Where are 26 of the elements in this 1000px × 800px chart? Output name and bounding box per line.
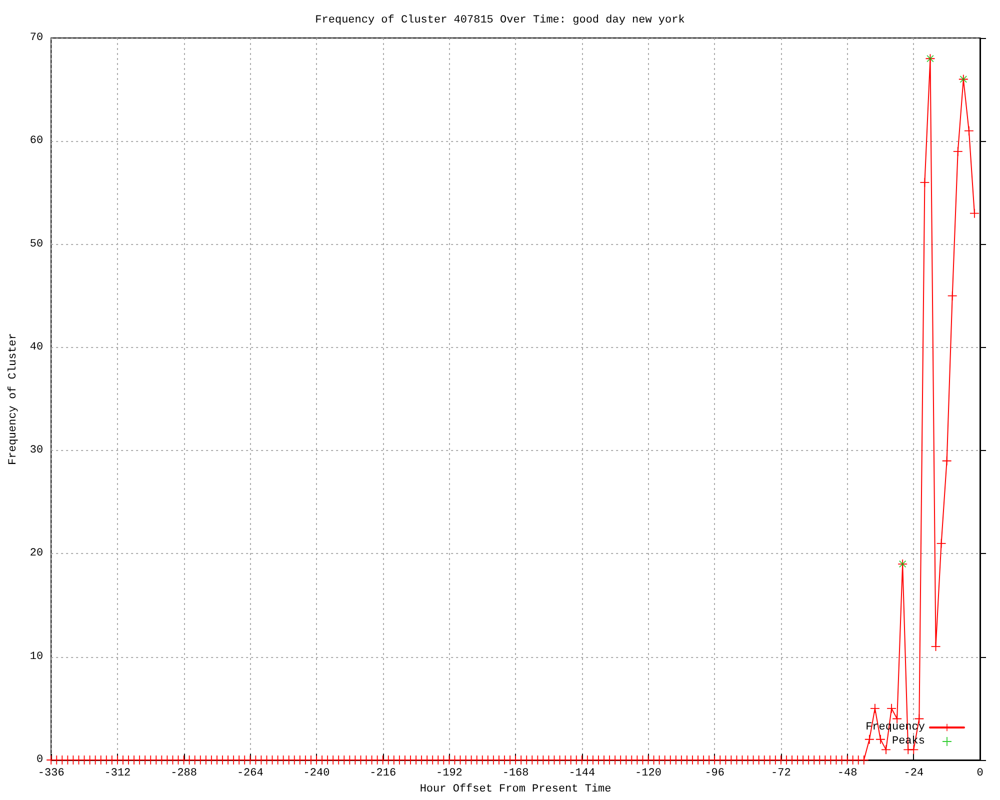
x-tick-label: -72: [771, 768, 791, 780]
x-tick-label: -264: [236, 768, 264, 780]
x-axis-title: Hour Offset From Present Time: [420, 783, 612, 796]
x-tick-label: -120: [635, 768, 662, 780]
x-tick-label: -192: [436, 768, 462, 780]
y-axis-title: Frequency of Cluster: [8, 332, 20, 466]
x-tick-label: -240: [303, 768, 330, 780]
x-tick-label: -96: [704, 768, 725, 780]
x-tick-label: -216: [370, 768, 396, 780]
y-tick-label: 20: [30, 548, 44, 560]
x-tick-label: -288: [170, 768, 198, 780]
y-tick-label: 70: [30, 32, 44, 44]
y-tick-label: 60: [30, 135, 44, 148]
x-tick-label: -168: [502, 768, 529, 780]
x-tick-label: -48: [837, 768, 858, 780]
x-tick-label: -312: [104, 768, 131, 780]
x-tick-label: 0: [976, 768, 984, 780]
y-tick-label: 0: [36, 754, 44, 766]
chart-title: Frequency of Cluster 407815 Over Time: good day new york: [315, 14, 686, 26]
y-tick-label: 30: [30, 444, 44, 457]
x-tick-label: -144: [568, 768, 596, 780]
y-tick-label: 50: [30, 238, 44, 250]
x-tick-label: -336: [38, 768, 64, 780]
y-tick-label: 10: [30, 650, 44, 663]
y-tick-label: 40: [30, 341, 44, 354]
x-tick-label: -24: [904, 768, 924, 780]
